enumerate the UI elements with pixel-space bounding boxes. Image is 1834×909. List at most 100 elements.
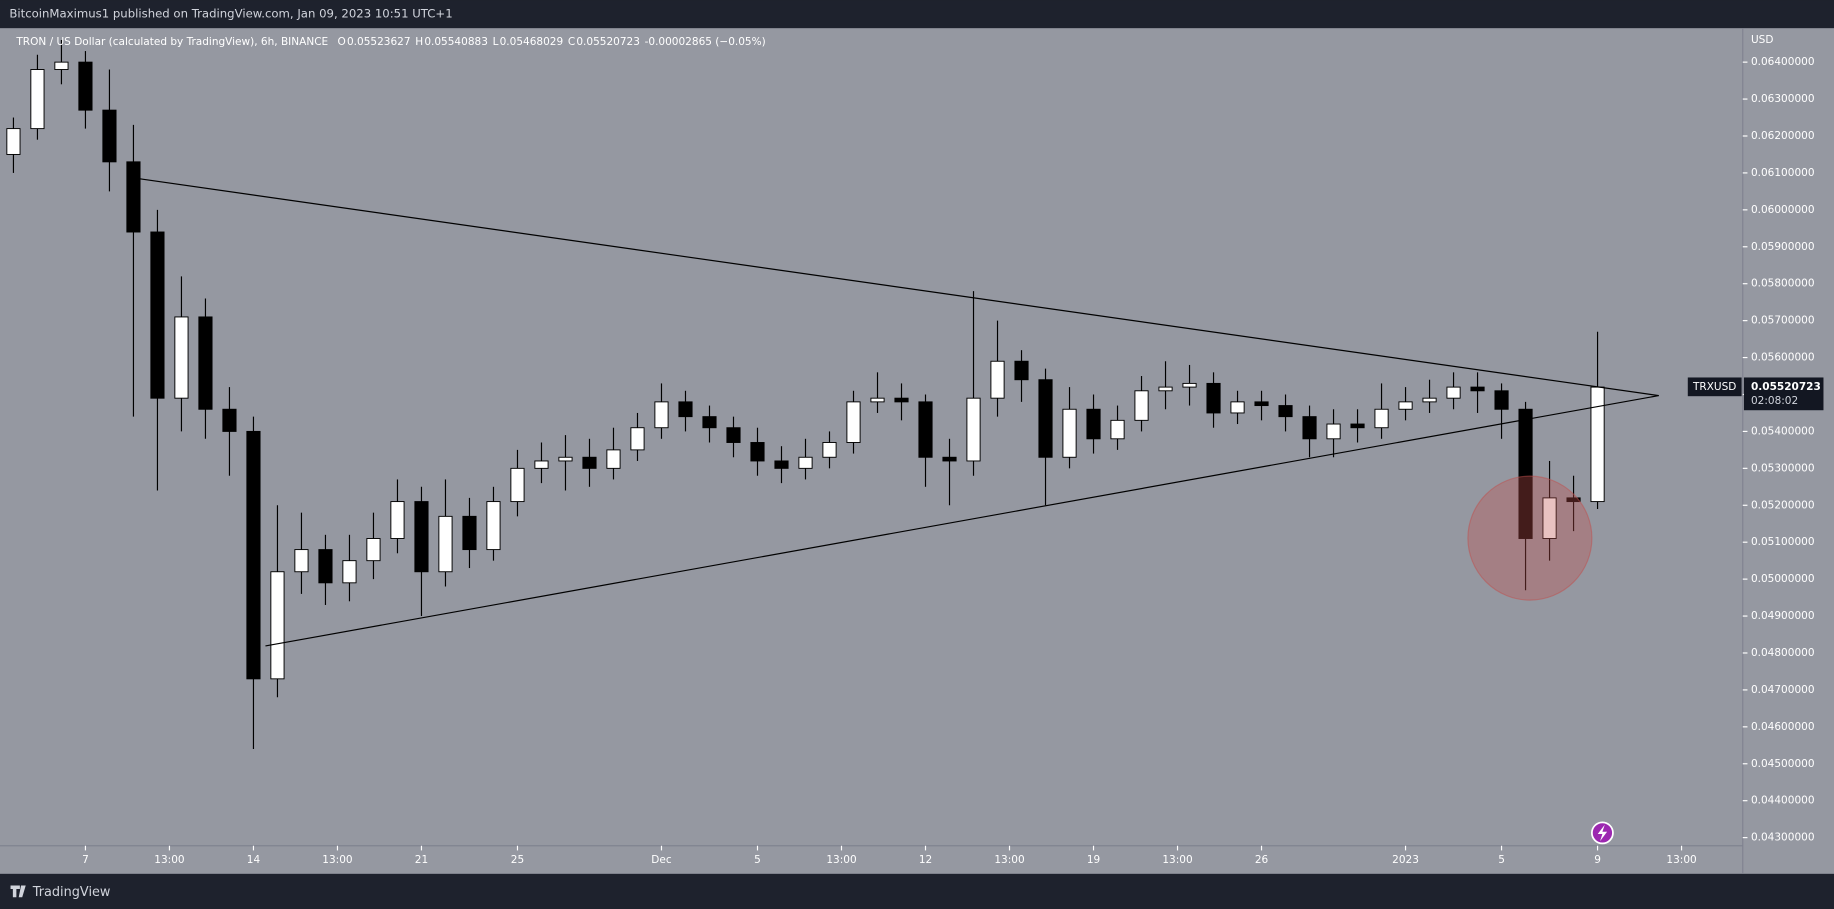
- candle-body: [486, 501, 501, 551]
- candle-body: [606, 449, 621, 469]
- y-tick-label: 0.05200000: [1751, 499, 1815, 511]
- candle-body: [342, 560, 357, 584]
- candle-body: [246, 430, 261, 680]
- x-tick-label: 19: [1087, 854, 1100, 866]
- candle-body: [1446, 386, 1461, 399]
- candle-body: [678, 401, 693, 418]
- y-tick-label: 0.06200000: [1751, 130, 1815, 142]
- candle-body: [582, 456, 597, 469]
- candle-body: [1110, 419, 1125, 440]
- y-tick-label: 0.04800000: [1751, 647, 1815, 659]
- ohlc-value: 0.05520723: [576, 36, 640, 48]
- candle-body: [270, 571, 285, 680]
- candle-body: [294, 549, 309, 573]
- candle-body: [990, 360, 1005, 399]
- y-tick-label: 0.05000000: [1751, 573, 1815, 585]
- candle-body: [1350, 423, 1365, 429]
- candle-body: [1254, 401, 1269, 407]
- candle-body: [1470, 386, 1485, 392]
- candle-body: [1206, 382, 1221, 414]
- x-tick-label: 2023: [1392, 854, 1419, 866]
- trendline: [265, 395, 1659, 647]
- symbol-tag-text: TRXUSD: [1692, 381, 1736, 393]
- header-legend: TRON / US Dollar (calculated by TradingV…: [15, 36, 765, 48]
- y-tick-label: 0.06300000: [1751, 93, 1815, 105]
- candle-body: [1494, 390, 1509, 410]
- candle-body: [318, 549, 333, 584]
- ohlc-label: L: [493, 36, 499, 48]
- candle-body: [6, 128, 21, 155]
- candle-body: [1566, 497, 1581, 503]
- y-tick-label: 0.05400000: [1751, 425, 1815, 437]
- y-tick-label: 0.05300000: [1751, 462, 1815, 474]
- x-tick-label: 13:00: [994, 854, 1024, 866]
- candle-body: [798, 456, 813, 469]
- chart-title: TRON / US Dollar (calculated by TradingV…: [15, 36, 328, 48]
- symbol-tag: [1687, 377, 1742, 397]
- candle-body: [126, 161, 141, 233]
- last-price: 0.05520723: [1751, 381, 1821, 393]
- candle-body: [1014, 360, 1029, 381]
- plot: [6, 39, 1659, 749]
- x-tick-label: 14: [247, 854, 261, 866]
- y-tick-label: 0.04300000: [1751, 832, 1815, 844]
- candle-body: [918, 401, 933, 458]
- candle-body: [558, 456, 573, 462]
- candle-body: [966, 397, 981, 462]
- candle-body: [1158, 386, 1173, 392]
- candle-body: [1062, 408, 1077, 458]
- x-tick-label: 25: [511, 854, 524, 866]
- ohlc-value: 0.05468029: [500, 36, 564, 48]
- last-price-tag: [1743, 377, 1824, 411]
- candle-body: [822, 442, 837, 458]
- y-tick-label: 0.05900000: [1751, 241, 1815, 253]
- candle-body: [870, 397, 885, 403]
- x-tick-label: 26: [1255, 854, 1269, 866]
- y-tick-label: 0.04400000: [1751, 795, 1815, 807]
- y-tick-label: 0.06100000: [1751, 167, 1815, 179]
- y-tick-label: 0.05600000: [1751, 352, 1815, 364]
- candle-body: [222, 408, 237, 432]
- candle-body: [198, 316, 213, 410]
- x-tick-label: 9: [1594, 854, 1601, 866]
- publisher: BitcoinMaximus1 published on TradingView…: [9, 7, 452, 21]
- y-tick-label: 0.04600000: [1751, 721, 1815, 733]
- x-tick-label: 12: [919, 854, 932, 866]
- candle-body: [366, 538, 381, 562]
- x-tick-label: 5: [1498, 854, 1505, 866]
- brand: TradingView: [10, 885, 110, 900]
- candle-body: [1230, 401, 1245, 414]
- x-tick-label: 13:00: [154, 854, 184, 866]
- candle-body: [774, 460, 789, 469]
- candle-body: [630, 427, 645, 451]
- candle-body: [1518, 408, 1533, 539]
- y-tick-label: 0.05800000: [1751, 278, 1815, 290]
- alert-icon-bolt: [1597, 824, 1608, 842]
- candle-body: [942, 456, 957, 462]
- candle-body: [462, 515, 477, 551]
- highlight-circle: [1467, 475, 1593, 601]
- candle-body: [1542, 497, 1557, 539]
- y-tick-label: 0.04700000: [1751, 684, 1815, 696]
- candle-body: [1278, 405, 1293, 418]
- trendline: [134, 177, 1659, 397]
- y-tick-label: 0.05700000: [1751, 315, 1815, 327]
- x-tick-label: 13:00: [1666, 854, 1696, 866]
- candle-body: [438, 515, 453, 573]
- y-tick-label: 0.05100000: [1751, 536, 1815, 548]
- candle-body: [1182, 382, 1197, 388]
- y-tick-label: 0.06400000: [1751, 56, 1815, 68]
- candle-body: [1590, 386, 1605, 503]
- candle-body: [1302, 416, 1317, 440]
- x-tick-label: 13:00: [826, 854, 856, 866]
- candle-body: [150, 231, 165, 399]
- ohlc-label: O: [338, 36, 346, 48]
- x-tick-label: 5: [754, 854, 761, 866]
- candle-body: [390, 501, 405, 539]
- ohlc-label: H: [415, 36, 423, 48]
- ohlc-label: C: [568, 36, 575, 48]
- candle-body: [1038, 379, 1053, 458]
- x-tick-label: Dec: [651, 854, 672, 866]
- candle-body: [414, 501, 429, 573]
